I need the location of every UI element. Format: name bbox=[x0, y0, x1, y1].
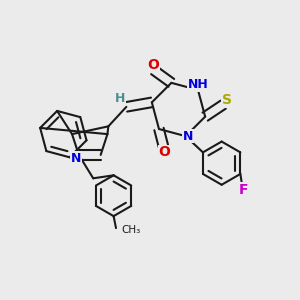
Text: N: N bbox=[183, 130, 193, 143]
Text: O: O bbox=[158, 146, 170, 159]
Text: O: O bbox=[147, 58, 159, 72]
Text: CH₃: CH₃ bbox=[122, 225, 141, 235]
Text: S: S bbox=[222, 93, 232, 107]
Text: N: N bbox=[71, 152, 82, 165]
Text: F: F bbox=[238, 183, 248, 197]
Text: H: H bbox=[115, 92, 125, 105]
Text: NH: NH bbox=[188, 78, 208, 91]
